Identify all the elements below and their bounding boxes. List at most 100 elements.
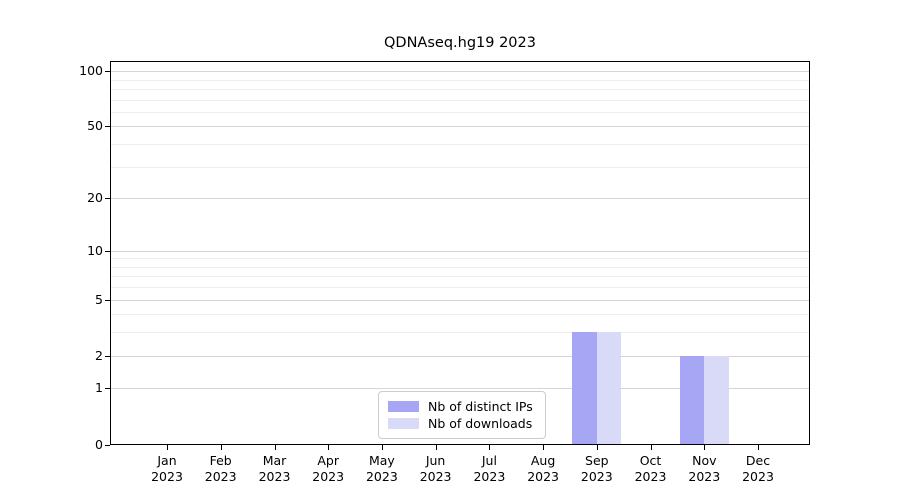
- x-tick-label: Dec 2023: [727, 453, 789, 485]
- major-gridline: [111, 388, 809, 390]
- x-tick-month: Sep: [585, 453, 609, 468]
- y-tick-label: 20: [87, 190, 103, 206]
- legend-swatch: [388, 400, 419, 412]
- bar-downloads: [704, 355, 729, 445]
- x-tick-year: 2023: [473, 469, 506, 484]
- x-tick-label: Mar 2023: [244, 453, 306, 485]
- x-tick-year: 2023: [634, 469, 667, 484]
- legend-label: Nb of downloads: [428, 415, 533, 431]
- y-tick: [105, 126, 110, 127]
- x-tick: [596, 445, 598, 450]
- x-tick-month: Jun: [425, 453, 446, 468]
- x-tick-month: Jul: [481, 453, 497, 468]
- major-gridline: [111, 126, 809, 128]
- legend-label: Nb of distinct IPs: [428, 398, 533, 414]
- x-tick-month: Nov: [692, 453, 717, 468]
- legend-swatch: [388, 417, 419, 429]
- x-tick-month: Jan: [157, 453, 177, 468]
- y-tick-label: 100: [79, 63, 103, 79]
- major-gridline: [111, 355, 809, 357]
- legend-item: Nb of downloads: [388, 415, 537, 431]
- x-tick: [220, 445, 222, 450]
- major-gridline: [111, 71, 809, 73]
- y-tick: [105, 300, 110, 301]
- x-tick-month: Apr: [317, 453, 339, 468]
- bar-distinct-ips: [572, 332, 597, 445]
- minor-gridline: [111, 314, 809, 316]
- axis-spine-bottom: [110, 444, 810, 445]
- y-tick-label: 10: [87, 242, 103, 258]
- x-tick-year: 2023: [365, 469, 398, 484]
- x-tick-month: May: [368, 453, 395, 468]
- x-tick: [381, 445, 383, 450]
- minor-gridline: [111, 79, 809, 81]
- y-tick: [105, 198, 110, 199]
- y-tick-label: 0: [95, 436, 103, 452]
- x-tick: [543, 445, 545, 450]
- major-gridline: [111, 299, 809, 301]
- y-tick: [105, 388, 110, 389]
- x-tick-label: May 2023: [351, 453, 413, 485]
- x-tick-year: 2023: [688, 469, 721, 484]
- x-tick-year: 2023: [527, 469, 559, 484]
- x-tick-month: Oct: [639, 453, 662, 468]
- x-tick-label: Feb 2023: [190, 453, 252, 485]
- y-tick-label: 1: [95, 380, 103, 396]
- x-tick-year: 2023: [258, 469, 291, 484]
- x-tick-year: 2023: [312, 469, 345, 484]
- major-gridline: [111, 198, 809, 200]
- y-tick-label: 50: [87, 118, 103, 134]
- x-tick-label: Jan 2023: [136, 453, 198, 485]
- chart-title: QDNAseq.hg19 2023: [384, 35, 536, 51]
- minor-gridline: [111, 89, 809, 90]
- minor-gridline: [111, 276, 809, 278]
- legend-item: Nb of distinct IPs: [388, 398, 537, 414]
- major-gridline: [111, 250, 809, 252]
- y-tick: [105, 445, 110, 446]
- y-tick: [105, 356, 110, 357]
- x-tick: [435, 445, 437, 450]
- x-tick-label: Sep 2023: [566, 453, 628, 485]
- minor-gridline: [111, 266, 809, 268]
- x-tick-month: Dec: [745, 453, 771, 468]
- bar-distinct-ips: [679, 355, 705, 445]
- legend: Nb of distinct IPs Nb of downloads: [378, 391, 546, 439]
- x-tick: [167, 445, 168, 450]
- axis-spine-top: [110, 61, 810, 62]
- x-tick-month: Mar: [262, 453, 287, 468]
- minor-gridline: [111, 166, 809, 168]
- x-tick-label: Apr 2023: [297, 453, 359, 485]
- x-tick-month: Feb: [209, 453, 232, 468]
- x-tick-year: 2023: [151, 469, 183, 484]
- x-tick-year: 2023: [580, 469, 613, 484]
- x-tick-year: 2023: [419, 469, 452, 484]
- minor-gridline: [111, 144, 809, 146]
- axis-spine-left: [110, 61, 111, 445]
- x-tick: [704, 445, 706, 450]
- x-tick: [758, 445, 759, 450]
- bar-downloads: [596, 332, 622, 445]
- minor-gridline: [111, 258, 809, 260]
- minor-gridline: [111, 287, 809, 289]
- axis-spine-right: [809, 61, 810, 445]
- x-tick-month: Aug: [530, 453, 556, 468]
- y-tick: [105, 251, 110, 252]
- x-tick: [274, 445, 276, 450]
- x-tick-year: 2023: [204, 469, 237, 484]
- x-tick: [328, 445, 330, 450]
- x-tick: [650, 445, 652, 450]
- x-tick-label: Jun 2023: [405, 453, 467, 485]
- plot-area: [110, 61, 810, 445]
- x-tick-label: Jul 2023: [458, 453, 520, 485]
- minor-gridline: [111, 99, 809, 101]
- x-tick-label: Oct 2023: [620, 453, 682, 485]
- minor-gridline: [111, 332, 809, 334]
- y-tick-label: 5: [95, 291, 103, 307]
- y-tick: [105, 71, 110, 72]
- x-tick-year: 2023: [742, 469, 774, 484]
- y-tick-label: 2: [95, 347, 103, 363]
- x-tick-label: Aug 2023: [512, 453, 574, 485]
- x-tick: [489, 445, 491, 450]
- minor-gridline: [111, 111, 809, 113]
- x-tick-label: Nov 2023: [673, 453, 735, 485]
